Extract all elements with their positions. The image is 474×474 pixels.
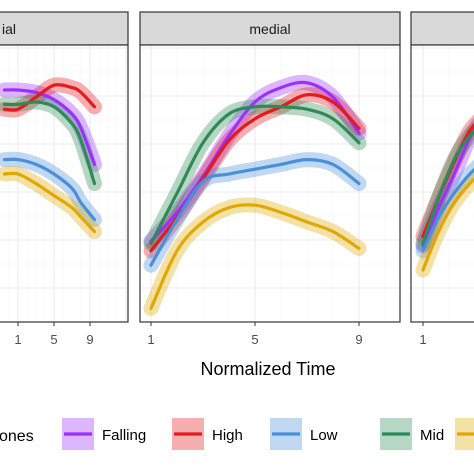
facet-panel-2: medial 1 5 9 <box>139 11 401 347</box>
x-ticks-panel-3: 1 <box>419 322 427 347</box>
legend-label: Falling <box>102 427 146 444</box>
legend: ones Falling High Low Mid <box>0 418 474 450</box>
strip-background-1 <box>0 11 129 46</box>
line-mid <box>421 128 474 246</box>
facet-panel-1: ial 1 5 9 <box>0 11 129 347</box>
x-ticks-panel-1: 1 5 9 <box>14 322 94 347</box>
line-low <box>2 157 97 222</box>
line-mid <box>2 100 97 186</box>
x-tick-label: 1 <box>147 332 154 347</box>
legend-items: Falling High Low Mid <box>62 418 474 450</box>
line-falling <box>2 88 97 166</box>
line-low <box>149 158 361 267</box>
lines-panel-3 <box>421 122 474 272</box>
panel-grid-2 <box>140 45 400 322</box>
legend-item-high: High <box>172 418 243 450</box>
x-tick-label: 1 <box>14 332 21 347</box>
x-tick-label: 5 <box>251 332 258 347</box>
line-falling <box>421 127 474 248</box>
panel-border-3 <box>410 44 474 323</box>
legend-item-falling: Falling <box>62 418 146 450</box>
x-axis-title: Normalized Time <box>200 359 335 379</box>
line-low <box>421 167 474 253</box>
strip-background-2 <box>139 11 401 46</box>
legend-item-mid: Mid <box>380 418 444 450</box>
line-unnamed <box>2 171 97 234</box>
panel-border-1 <box>0 44 129 323</box>
x-tick-label: 9 <box>355 332 362 347</box>
legend-item-unnamed <box>455 418 474 450</box>
x-tick-label: 1 <box>419 332 426 347</box>
legend-label: Mid <box>420 427 444 444</box>
strip-label-2: medial <box>249 21 290 37</box>
facet-panel-3: 1 <box>410 11 474 347</box>
legend-label: Low <box>310 427 338 444</box>
lines-panel-1 <box>2 83 97 234</box>
strip-background-3 <box>410 11 474 46</box>
line-falling <box>149 80 361 243</box>
line-high <box>2 83 97 112</box>
x-tick-label: 9 <box>86 332 93 347</box>
line-unnamed <box>149 203 361 310</box>
strip-label-1: ial <box>2 21 16 37</box>
line-mid <box>149 104 361 246</box>
legend-item-low: Low <box>270 418 338 450</box>
legend-label: High <box>212 427 243 444</box>
x-ticks-panel-2: 1 5 9 <box>147 322 363 347</box>
x-tick-label: 5 <box>50 332 57 347</box>
line-unnamed <box>421 177 474 272</box>
lines-panel-2 <box>149 80 361 310</box>
legend-title: ones <box>0 428 34 445</box>
panel-border-2 <box>139 44 401 323</box>
